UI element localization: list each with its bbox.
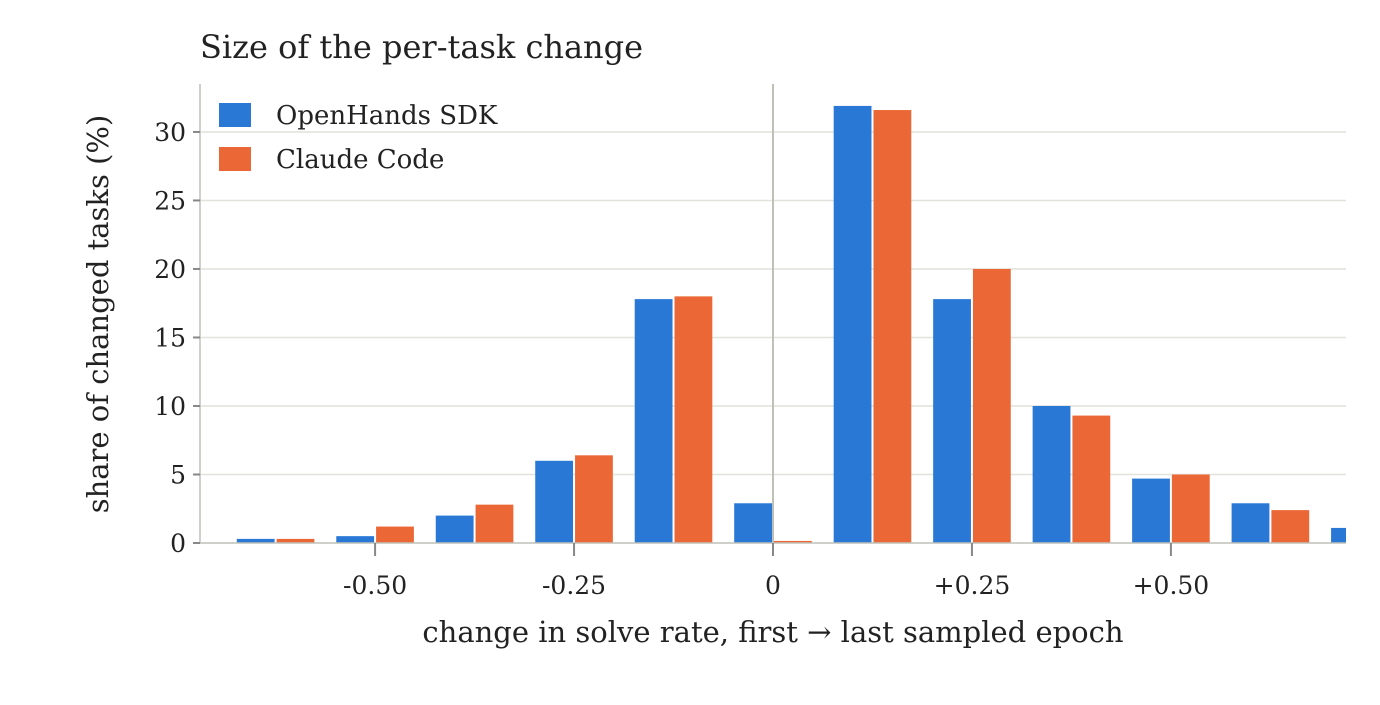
bar-claude-code-3 xyxy=(575,455,613,543)
bar-openhands-sdk-11 xyxy=(1331,527,1346,543)
x-tick-label: -0.25 xyxy=(542,571,606,600)
y-tick-label: 0 xyxy=(170,529,186,558)
bar-openhands-sdk-10 xyxy=(1231,503,1270,543)
bar-openhands-sdk-3 xyxy=(535,460,574,543)
y-tick-label: 5 xyxy=(170,460,186,489)
legend: OpenHands SDK Claude Code xyxy=(219,101,498,175)
bar-claude-code-6 xyxy=(873,110,912,543)
x-tick-label: +0.25 xyxy=(934,571,1011,600)
bar-openhands-sdk-9 xyxy=(1132,478,1170,543)
x-tick-label: 0 xyxy=(765,571,781,600)
bar-claude-code-8 xyxy=(1072,415,1111,543)
bar-openhands-sdk-1 xyxy=(336,536,375,543)
bars xyxy=(236,105,1346,543)
bar-claude-code-9 xyxy=(1171,474,1210,543)
bar-openhands-sdk-4 xyxy=(634,299,673,543)
bar-openhands-sdk-2 xyxy=(435,515,474,543)
bar-claude-code-7 xyxy=(972,268,1011,543)
x-axis-label: change in solve rate, first → last sampl… xyxy=(422,615,1123,649)
chart-title: Size of the per-task change xyxy=(200,28,643,66)
bar-openhands-sdk-5 xyxy=(734,503,772,543)
y-tick-label: 15 xyxy=(154,323,186,352)
y-tick-label: 30 xyxy=(154,118,186,147)
legend-label: Claude Code xyxy=(276,145,444,175)
y-tick-label: 20 xyxy=(154,255,186,284)
legend-label: OpenHands SDK xyxy=(276,101,498,131)
bar-claude-code-4 xyxy=(674,296,713,543)
bar-claude-code-2 xyxy=(475,504,514,543)
bar-claude-code-0 xyxy=(276,538,315,543)
bar-openhands-sdk-7 xyxy=(933,299,971,543)
bar-claude-code-10 xyxy=(1271,510,1310,543)
bar-openhands-sdk-8 xyxy=(1032,405,1071,543)
bar-openhands-sdk-6 xyxy=(833,105,872,543)
bar-openhands-sdk-0 xyxy=(236,538,275,543)
legend-swatch xyxy=(219,103,251,127)
y-tick-label: 25 xyxy=(154,186,186,215)
x-tick-label: +0.50 xyxy=(1133,571,1210,600)
y-axis-label: share of changed tasks (%) xyxy=(81,115,115,514)
legend-swatch xyxy=(219,147,251,171)
x-tick-label: -0.50 xyxy=(343,571,407,600)
y-tick-label: 10 xyxy=(154,392,186,421)
bar-claude-code-5 xyxy=(774,540,812,543)
bar-claude-code-1 xyxy=(376,526,414,543)
axes: 0 5 10 15 20 25 30 -0.50 -0.25 0 +0.25 +0.50 xyxy=(154,84,1346,600)
